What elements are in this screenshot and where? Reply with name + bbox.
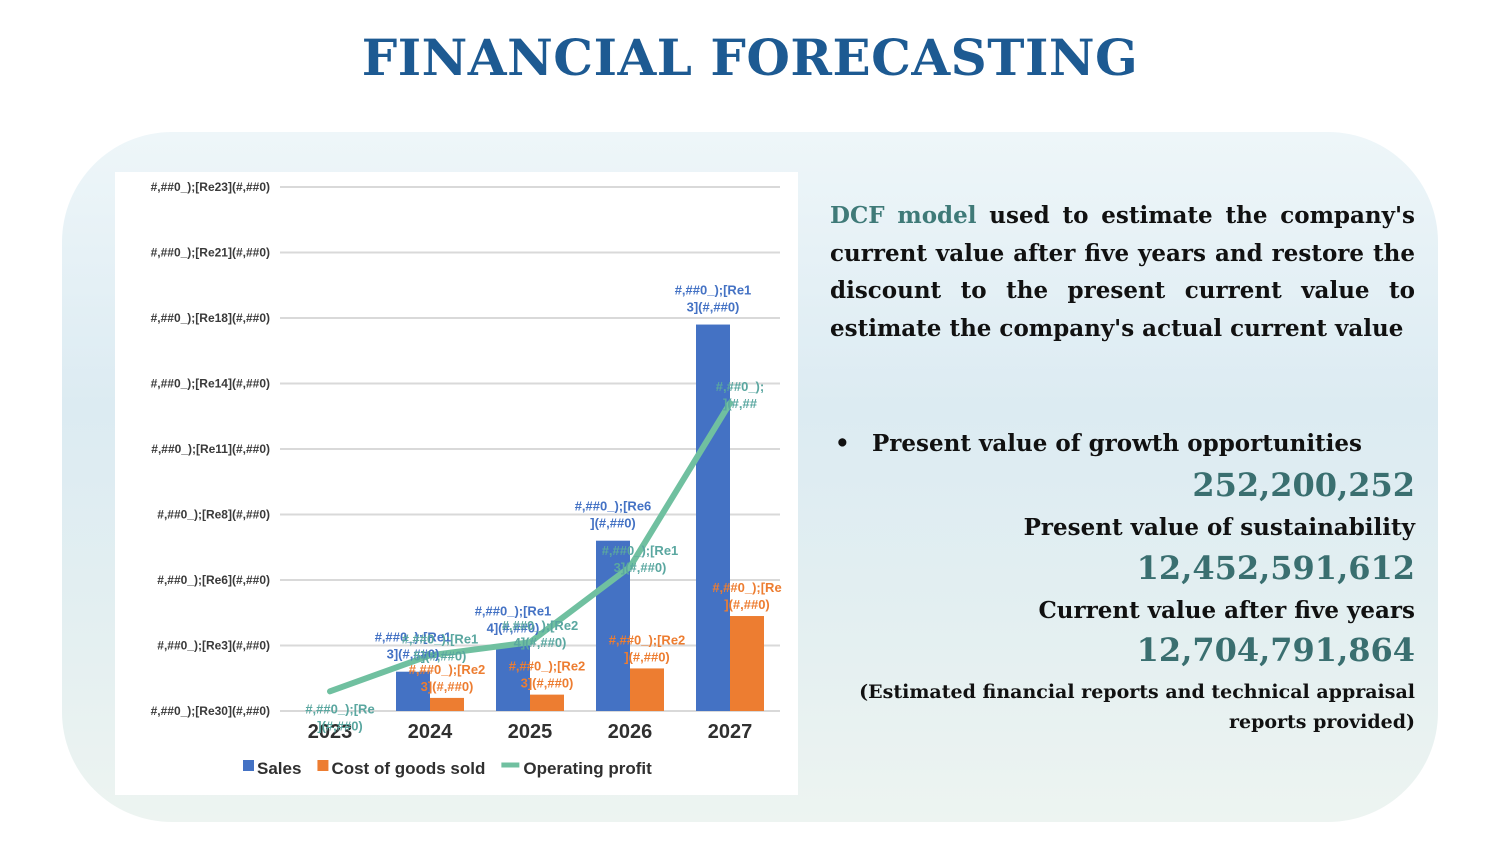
data-label-cost-of-goods-sold: #,##0_);[Re2 [509, 659, 586, 674]
dcf-description-text: used to estimate the company's current v… [830, 202, 1415, 342]
data-label-sales: 4](#,##0) [487, 621, 540, 636]
data-label-operating-profit: #,##0_);[Re1 [402, 631, 479, 646]
data-label-cost-of-goods-sold: #,##0_);[Re2 [609, 632, 686, 647]
data-label-sales: #,##0_);[Re6 [575, 499, 652, 514]
legend-label: Cost of goods sold [331, 759, 485, 778]
data-label-sales: #,##0_);[Re1 [375, 630, 452, 645]
sustainability-label: Present value of sustainability [1023, 514, 1415, 541]
bar-cost-of-goods-sold [530, 694, 564, 711]
operating-profit-line [327, 400, 733, 695]
bar-cost-of-goods-sold [630, 668, 664, 711]
data-label-operating-profit: #,##0_);[Re1 [602, 543, 679, 558]
appraisal-note-line-1: (Estimated financial reports and technic… [859, 681, 1415, 703]
bar-cost-of-goods-sold [430, 697, 464, 711]
data-label-operating-profit: #,##0_); [716, 379, 764, 394]
five-years-value: 12,704,791,864 [1136, 631, 1415, 669]
y-tick-label: #,##0_);[Re8](#,##0) [157, 508, 270, 522]
legend-label: Sales [257, 759, 301, 778]
data-label-cost-of-goods-sold: ](#,##0) [724, 597, 770, 612]
y-tick-label: #,##0_);[Re11](#,##0) [151, 442, 270, 456]
data-label-operating-profit: ](#,##0) [317, 718, 363, 733]
y-tick-label: #,##0_);[Re21](#,##0) [151, 246, 270, 260]
bar-sales [696, 324, 730, 711]
x-tick-label: 2023 [308, 721, 353, 743]
data-label-sales: 3](#,##0) [387, 647, 440, 662]
appraisal-note-line-2: reports provided) [1228, 711, 1415, 733]
bar-sales [496, 645, 530, 711]
data-label-cost-of-goods-sold: 3](#,##0) [421, 679, 474, 694]
page-title: FINANCIAL FORECASTING [361, 28, 1139, 87]
data-label-cost-of-goods-sold: #,##0_);[Re2 [409, 662, 486, 677]
data-label-sales: #,##0_);[Re1 [675, 283, 752, 298]
chart-canvas: #,##0_);[Re30](#,##0)#,##0_);[Re3](#,##0… [151, 180, 782, 778]
data-label-sales: 3](#,##0) [687, 300, 740, 315]
data-label-operating-profit: #,##0_);[Re2 [502, 618, 579, 633]
bar-sales [396, 671, 430, 711]
bullet-dot: • [835, 430, 850, 457]
five-years-label: Current value after five years [1038, 597, 1416, 624]
y-tick-label: #,##0_);[Re3](#,##0) [157, 639, 270, 653]
x-tick-label: 2025 [508, 721, 553, 743]
dcf-description: DCF model used to estimate the company's… [830, 197, 1415, 347]
x-tick-label: 2026 [608, 721, 653, 743]
y-tick-label: #,##0_);[Re6](#,##0) [157, 573, 270, 587]
y-tick-label: #,##0_);[Re14](#,##0) [151, 377, 270, 391]
growth-opportunities-label: Present value of growth opportunities [872, 430, 1362, 457]
growth-opportunities-bullet: • Present value of growth opportunities [835, 430, 1415, 457]
sustainability-value: 12,452,591,612 [1136, 549, 1415, 587]
data-label-cost-of-goods-sold: 3](#,##0) [521, 676, 574, 691]
y-tick-label: #,##0_);[Re30](#,##0) [151, 704, 270, 718]
data-label-sales: ](#,##0) [590, 516, 636, 531]
y-tick-label: #,##0_);[Re18](#,##0) [151, 311, 270, 325]
data-label-operating-profit: 4](#,##0) [514, 635, 567, 650]
forecast-chart: #,##0_);[Re30](#,##0) #,##0_);[Re3](#,##0… [115, 172, 798, 795]
data-label-sales: #,##0_);[Re1 [475, 604, 552, 619]
legend-swatch [243, 760, 254, 771]
data-label-operating-profit: 3](#,##0) [614, 560, 667, 575]
data-label-operating-profit: 5](#,##0) [414, 648, 467, 663]
data-label-operating-profit: #,##0_);[Re [305, 701, 374, 716]
data-label-cost-of-goods-sold: #,##0_);[Re [712, 580, 781, 595]
x-tick-label: 2027 [708, 721, 753, 743]
data-label-cost-of-goods-sold: ](#,##0) [624, 649, 670, 664]
y-tick-label: #,##0_);[Re23](#,##0) [151, 180, 270, 194]
bar-cost-of-goods-sold [730, 616, 764, 711]
legend-swatch [317, 760, 329, 771]
dcf-model-highlight: DCF model [830, 202, 977, 229]
data-label-operating-profit: ](#,## [723, 396, 758, 411]
x-tick-label: 2024 [408, 721, 453, 743]
growth-opportunities-value: 252,200,252 [1192, 466, 1415, 504]
legend-label: Operating profit [523, 759, 652, 778]
